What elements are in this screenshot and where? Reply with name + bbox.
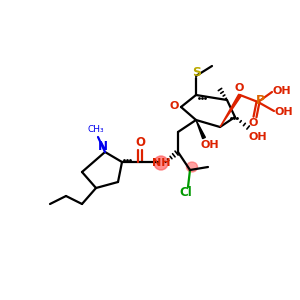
Ellipse shape: [187, 162, 197, 172]
Text: NH: NH: [152, 158, 170, 168]
Polygon shape: [196, 120, 206, 139]
Text: CH₃: CH₃: [88, 125, 104, 134]
Text: OH: OH: [273, 86, 291, 96]
Text: OH: OH: [275, 107, 293, 117]
Text: P: P: [255, 94, 265, 107]
Text: O: O: [135, 136, 145, 149]
Text: OH: OH: [201, 140, 219, 150]
Text: O: O: [234, 83, 244, 93]
Text: S: S: [193, 65, 202, 79]
Text: Cl: Cl: [180, 187, 192, 200]
Polygon shape: [220, 94, 241, 127]
Text: N: N: [98, 140, 108, 154]
Ellipse shape: [154, 156, 168, 170]
Text: OH: OH: [249, 132, 267, 142]
Text: O: O: [169, 101, 179, 111]
Text: O: O: [248, 118, 258, 128]
